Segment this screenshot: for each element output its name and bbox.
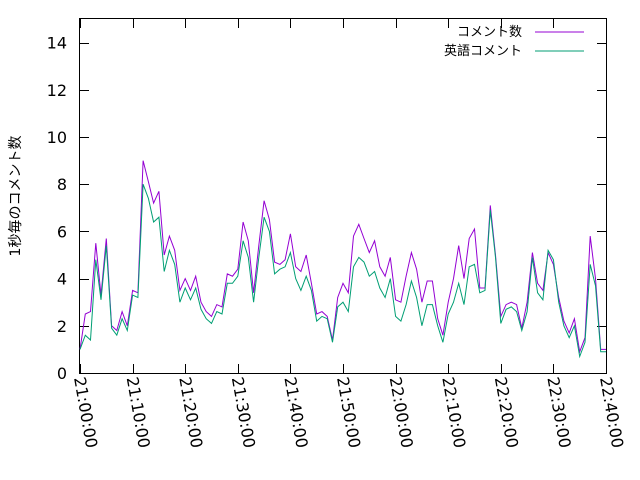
series-lines xyxy=(79,160,606,359)
legend-label-english-comments: 英語コメント xyxy=(444,43,522,59)
x-tick-label: 21:20:00 xyxy=(175,375,206,449)
x-tick-label: 21:40:00 xyxy=(280,375,311,449)
x-tick-label: 21:50:00 xyxy=(333,375,364,449)
x-axis: 21:00:00 21:10:00 21:20:00 21:30:00 21:40:00… xyxy=(70,19,627,449)
plot-frame xyxy=(79,18,607,374)
x-tick-label: 22:30:00 xyxy=(543,375,574,449)
legend: コメント数 英語コメント xyxy=(444,25,584,59)
y-axis: 0 2 4 6 8 10 12 14 xyxy=(47,34,606,383)
y-tick-label: 14 xyxy=(47,34,67,53)
series-line-0 xyxy=(79,160,606,354)
x-tick-label: 22:00:00 xyxy=(386,375,417,449)
y-tick-label: 8 xyxy=(57,175,67,194)
y-tick-label: 4 xyxy=(57,270,67,289)
x-tick-label: 22:10:00 xyxy=(438,375,469,449)
y-tick-label: 0 xyxy=(57,364,67,383)
series-line-1 xyxy=(79,184,606,359)
x-tick-label: 21:00:00 xyxy=(70,375,101,449)
legend-label-comments: コメント数 xyxy=(457,25,522,40)
y-axis-label: 1秒毎のコメント数 xyxy=(8,136,24,257)
x-tick-label: 22:40:00 xyxy=(596,375,627,449)
y-tick-label: 12 xyxy=(47,81,67,100)
y-tick-label: 2 xyxy=(57,317,67,336)
x-tick-label: 22:20:00 xyxy=(491,375,522,449)
x-tick-label: 21:10:00 xyxy=(123,375,154,449)
y-tick-label: 6 xyxy=(57,222,67,241)
y-tick-label: 10 xyxy=(47,128,67,147)
x-tick-label: 21:30:00 xyxy=(228,375,259,449)
